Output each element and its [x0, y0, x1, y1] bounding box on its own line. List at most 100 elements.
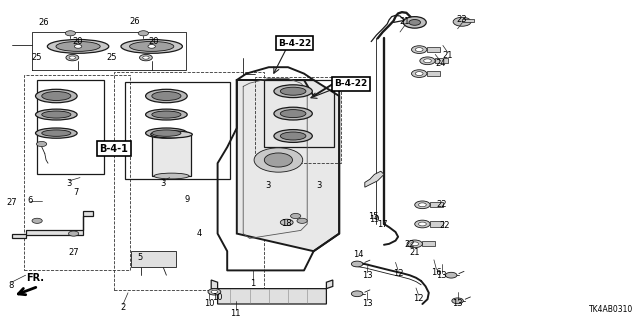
Circle shape: [445, 272, 457, 278]
Text: 10: 10: [204, 299, 214, 308]
Text: 15: 15: [368, 212, 378, 221]
Bar: [255, 77, 341, 163]
Bar: [430, 221, 443, 227]
Text: 25: 25: [107, 53, 117, 62]
Text: 13: 13: [436, 271, 447, 280]
Circle shape: [254, 148, 303, 172]
Text: B-4-22: B-4-22: [334, 79, 367, 88]
Text: 27: 27: [6, 198, 17, 207]
Circle shape: [453, 17, 471, 26]
Text: 11: 11: [230, 309, 241, 318]
Circle shape: [412, 46, 427, 53]
Circle shape: [140, 54, 152, 61]
Bar: [37, 80, 104, 174]
Ellipse shape: [152, 92, 181, 100]
Circle shape: [419, 222, 426, 226]
Text: 19: 19: [369, 215, 380, 224]
Text: 25: 25: [32, 53, 42, 62]
Polygon shape: [237, 80, 339, 251]
Ellipse shape: [274, 107, 312, 120]
Bar: [427, 47, 440, 52]
Ellipse shape: [152, 130, 181, 136]
Text: 12: 12: [393, 269, 403, 278]
Bar: [422, 241, 435, 246]
Text: 14: 14: [353, 250, 364, 259]
Polygon shape: [365, 171, 384, 187]
Circle shape: [407, 240, 422, 248]
Circle shape: [297, 218, 307, 223]
Circle shape: [411, 242, 419, 246]
Text: 21: 21: [410, 248, 420, 257]
Ellipse shape: [146, 109, 188, 120]
Text: 8: 8: [9, 281, 14, 290]
Circle shape: [351, 261, 363, 267]
Text: 26: 26: [38, 18, 49, 27]
Circle shape: [211, 290, 218, 293]
Ellipse shape: [152, 111, 181, 118]
Ellipse shape: [47, 39, 109, 53]
Bar: [114, 72, 264, 290]
Circle shape: [264, 153, 292, 167]
Text: 3: 3: [161, 180, 166, 188]
Text: 22: 22: [436, 200, 447, 209]
Circle shape: [415, 201, 430, 209]
Text: 5: 5: [137, 253, 142, 262]
Text: FR.: FR.: [26, 273, 44, 283]
Circle shape: [415, 220, 430, 228]
Polygon shape: [211, 280, 333, 304]
Circle shape: [412, 70, 427, 77]
Text: 4: 4: [197, 229, 202, 238]
Text: 24: 24: [435, 60, 445, 68]
Text: 13: 13: [452, 299, 463, 308]
Circle shape: [424, 59, 431, 63]
Bar: [131, 251, 176, 267]
Circle shape: [74, 44, 82, 48]
Bar: [430, 202, 443, 207]
Bar: [264, 80, 334, 147]
Text: 22: 22: [404, 240, 415, 249]
Ellipse shape: [35, 128, 77, 138]
Ellipse shape: [42, 111, 71, 118]
Ellipse shape: [56, 41, 100, 52]
Ellipse shape: [280, 87, 306, 95]
Text: B-4-22: B-4-22: [278, 39, 311, 48]
Circle shape: [415, 72, 423, 76]
Circle shape: [32, 218, 42, 223]
Text: 6: 6: [28, 196, 33, 205]
Text: 20: 20: [148, 37, 159, 46]
Circle shape: [68, 231, 79, 236]
Bar: [435, 58, 448, 63]
Circle shape: [208, 289, 221, 295]
Ellipse shape: [280, 132, 306, 140]
Bar: [462, 19, 474, 22]
Circle shape: [291, 213, 301, 219]
Ellipse shape: [121, 39, 182, 53]
Ellipse shape: [35, 89, 77, 103]
Circle shape: [148, 44, 156, 48]
Ellipse shape: [42, 92, 71, 100]
Ellipse shape: [274, 130, 312, 142]
Text: 12: 12: [413, 294, 424, 303]
Ellipse shape: [35, 109, 77, 120]
Ellipse shape: [146, 89, 188, 103]
Text: 26: 26: [129, 17, 140, 26]
Text: 21: 21: [443, 52, 453, 60]
Polygon shape: [12, 211, 93, 238]
Circle shape: [420, 57, 435, 65]
Circle shape: [138, 31, 148, 36]
Ellipse shape: [154, 173, 189, 179]
Text: 21: 21: [400, 17, 410, 26]
Text: 27: 27: [68, 248, 79, 257]
Text: 7: 7: [73, 188, 78, 197]
Circle shape: [419, 203, 426, 207]
Text: 2: 2: [120, 303, 125, 312]
Text: 13: 13: [362, 299, 372, 308]
Circle shape: [65, 31, 76, 36]
Ellipse shape: [274, 85, 312, 98]
Circle shape: [280, 219, 293, 226]
Circle shape: [36, 141, 47, 147]
Ellipse shape: [280, 109, 306, 117]
Text: 22: 22: [440, 221, 450, 230]
Bar: [125, 82, 230, 179]
Text: B-4-1: B-4-1: [99, 144, 129, 154]
